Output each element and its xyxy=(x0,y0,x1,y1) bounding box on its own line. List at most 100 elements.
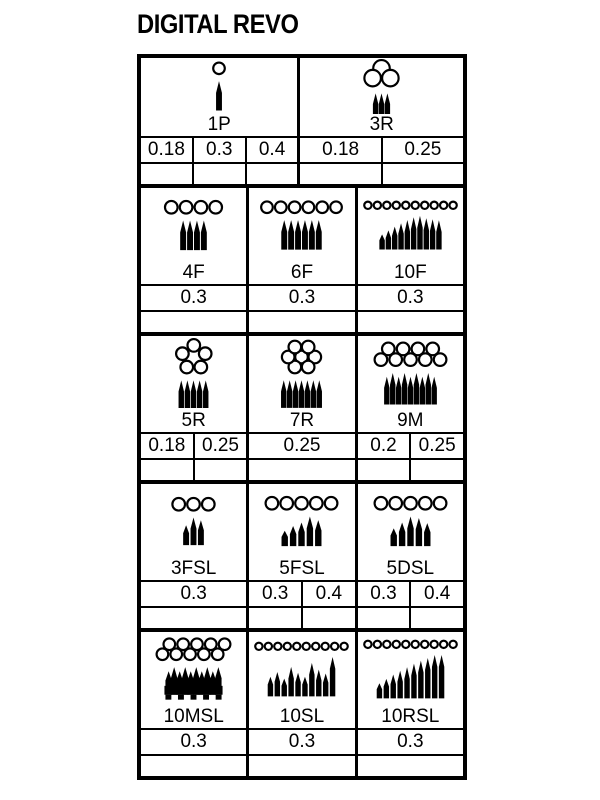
needle-configuration-icon xyxy=(254,641,350,697)
needle-configuration-icon xyxy=(171,496,216,546)
section-cells: 10MSL 0.3 10SL 0.3 10RSL 0.3 xyxy=(141,632,463,776)
empty-row xyxy=(357,606,463,628)
table-section-3: 5R 0.18 0.25 7R 0.25 9M 0.2 0.25 xyxy=(141,332,463,480)
size-cell: 0.3 xyxy=(261,583,289,604)
empty-row xyxy=(357,754,463,776)
needle-cell-5r: 5R 0.18 0.25 xyxy=(141,336,247,480)
needle-label: 5R xyxy=(181,410,206,431)
needle-label: 5FSL xyxy=(279,558,325,579)
section-cells: 3FSL 0.3 5FSL 0.3 0.4 5DSL 0.3 0.4 xyxy=(141,484,463,628)
empty-cell xyxy=(141,460,193,480)
empty-row xyxy=(300,162,463,184)
size-row: 0.3 xyxy=(141,284,247,310)
size-row: 0.3 xyxy=(249,728,355,754)
needle-configuration-icon xyxy=(373,341,448,405)
needle-label: 10F xyxy=(393,262,427,283)
empty-cell xyxy=(409,460,463,480)
size-row: 0.3 xyxy=(357,728,463,754)
size-cell: 0.18 xyxy=(148,435,186,456)
needle-cell-5fsl: 5FSL 0.3 0.4 xyxy=(246,484,355,628)
size-row: 0.3 xyxy=(141,580,247,606)
needle-diagram-1p: 1P xyxy=(141,58,297,136)
size-cell: 0.3 xyxy=(397,731,424,752)
needle-diagram-3fsl: 3FSL xyxy=(141,484,246,580)
empty-cell xyxy=(358,460,410,480)
size-row: 0.18 0.25 xyxy=(141,432,247,458)
empty-cell xyxy=(301,608,355,628)
needle-configuration-icon xyxy=(281,339,323,408)
size-row: 0.3 0.4 xyxy=(249,580,355,606)
size-cell: 0.4 xyxy=(301,582,355,606)
needle-configuration-icon xyxy=(362,200,458,250)
empty-cell xyxy=(300,164,380,184)
empty-cell xyxy=(141,312,246,332)
needle-cell-10f: 10F 0.3 xyxy=(354,188,463,332)
needle-configuration-icon xyxy=(264,495,339,547)
empty-row xyxy=(249,754,355,776)
needle-label: 10SL xyxy=(279,706,325,727)
size-cell: 0.3 xyxy=(191,138,245,162)
section-cells: 5R 0.18 0.25 7R 0.25 9M 0.2 0.25 xyxy=(141,336,463,480)
needle-cell-3fsl: 3FSL 0.3 xyxy=(141,484,247,628)
needle-cell-7r: 7R 0.25 xyxy=(246,336,355,480)
needle-configuration-icon xyxy=(164,199,224,251)
needle-diagram-6f: 6F xyxy=(249,188,354,284)
empty-row xyxy=(141,458,247,480)
size-cell: 0.4 xyxy=(409,582,463,606)
empty-row xyxy=(357,458,463,480)
size-cell: 0.3 xyxy=(180,731,207,752)
needle-label: 5DSL xyxy=(386,558,435,579)
empty-cell xyxy=(249,460,354,480)
needle-diagram-10msl: 10MSL xyxy=(141,632,246,728)
needle-label: 3R xyxy=(369,114,394,135)
needle-label: 3FSL xyxy=(170,558,217,579)
needle-diagram-9m: 9M xyxy=(358,336,463,432)
empty-cell xyxy=(249,608,301,628)
size-cell: 0.3 xyxy=(180,583,207,604)
needle-diagram-5fsl: 5FSL xyxy=(249,484,354,580)
needle-label: 1P xyxy=(207,114,231,135)
needle-cell-5dsl: 5DSL 0.3 0.4 xyxy=(354,484,463,628)
needle-cell-10sl: 10SL 0.3 xyxy=(246,632,355,776)
size-row: 0.3 0.4 xyxy=(357,580,463,606)
size-row: 0.3 xyxy=(249,284,355,310)
size-row: 0.3 xyxy=(141,728,247,754)
size-cell: 0.2 xyxy=(370,435,397,456)
empty-cell xyxy=(358,608,410,628)
needle-cell-4f: 4F 0.3 xyxy=(141,188,247,332)
needle-diagram-5dsl: 5DSL xyxy=(358,484,463,580)
empty-cell xyxy=(191,164,245,184)
size-cell: 0.25 xyxy=(283,435,321,456)
page-title: DIGITAL REVO xyxy=(137,9,299,39)
empty-cell xyxy=(141,608,246,628)
needle-diagram-4f: 4F xyxy=(141,188,246,284)
needle-cell-1p: 1P 0.18 0.3 0.4 xyxy=(141,58,298,184)
table-section-2: 4F 0.3 6F 0.3 10F 0.3 xyxy=(141,184,463,332)
empty-row xyxy=(249,606,355,628)
size-cell: 0.3 xyxy=(397,287,424,308)
needle-configuration-icon xyxy=(363,58,400,114)
section-cells: 1P 0.18 0.3 0.4 3R 0.18 0.25 xyxy=(141,58,463,184)
needle-configuration-icon xyxy=(373,495,448,547)
size-row: 0.2 0.25 xyxy=(357,432,463,458)
needle-diagram-10f: 10F xyxy=(358,188,463,284)
needle-cell-3r: 3R 0.18 0.25 xyxy=(297,58,463,184)
needle-cell-9m: 9M 0.2 0.25 xyxy=(354,336,463,480)
needle-label: 7R xyxy=(289,410,315,431)
needle-cell-6f: 6F 0.3 xyxy=(246,188,355,332)
size-cell: 0.25 xyxy=(192,434,247,458)
table-section-1: 1P 0.18 0.3 0.4 3R 0.18 0.25 xyxy=(141,58,463,184)
needle-label: 9M xyxy=(397,410,424,431)
needle-configuration-icon xyxy=(155,637,232,700)
size-cell: 0.18 xyxy=(147,139,185,160)
needle-label: 4F xyxy=(182,262,205,283)
needle-label: 10MSL xyxy=(163,706,224,727)
table-section-5: 10MSL 0.3 10SL 0.3 10RSL 0.3 xyxy=(141,628,463,776)
size-cell: 0.25 xyxy=(409,434,463,458)
empty-cell xyxy=(249,312,354,332)
needle-diagram-5r: 5R xyxy=(141,336,246,432)
needle-cell-10msl: 10MSL 0.3 xyxy=(141,632,247,776)
size-row: 0.3 xyxy=(357,284,463,310)
empty-row xyxy=(249,310,355,332)
